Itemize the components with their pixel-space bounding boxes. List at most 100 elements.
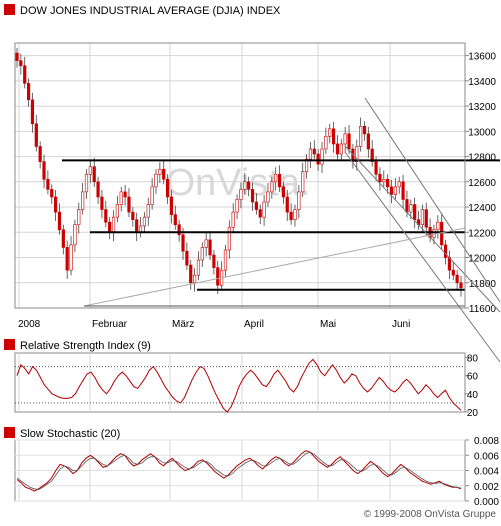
trend-channel-lower (344, 151, 501, 363)
copyright-text: © 1999-2008 OnVista Gruppe (364, 509, 497, 520)
price-candle-body (216, 267, 220, 286)
price-plot-frame (14, 42, 466, 309)
price-candle-body (281, 186, 286, 198)
price-y-tick-label: 11600 (469, 304, 497, 315)
price-candle-body (308, 148, 313, 160)
price-candle-body (123, 191, 127, 198)
price-y-tick-label: 13000 (468, 127, 496, 138)
month-label: Mai (320, 319, 336, 330)
price-candle-body (131, 211, 135, 220)
stochastic-line-k (16, 450, 462, 492)
price-candle-body (335, 143, 340, 155)
price-y-tick-label: 12400 (468, 203, 496, 214)
price-candle-body (266, 191, 270, 203)
price-y-ticks: 11600 11800 12000 12200 12400 12600 12800 13000… (465, 52, 496, 315)
price-candle-body (304, 158, 309, 173)
rsi-y-tick-label: 80 (467, 354, 479, 365)
price-candle-body (247, 181, 251, 190)
price-candle-body (277, 173, 282, 188)
rsi-panel: Relative Strength Index (9) 20 40 60 80 (4, 339, 478, 419)
price-x-labels: 2008 Februar März April Mai Juni (18, 319, 410, 330)
rsi-y-ticks: 20 40 60 80 (465, 354, 478, 419)
price-candle-body (77, 209, 81, 226)
price-candle-body (355, 146, 359, 162)
stochastic-line-d (16, 451, 462, 491)
rsi-y-tick-label: 40 (467, 390, 479, 401)
price-candle-body (409, 204, 413, 213)
stochastic-y-ticks: 0.000 0.002 0.004 0.006 0.008 (465, 436, 499, 508)
legend-swatch-price (4, 4, 15, 15)
legend-swatch-stochastic (4, 427, 15, 438)
price-candle-body (324, 136, 328, 150)
price-y-tick-label: 12800 (468, 153, 496, 164)
price-candle-body (57, 211, 62, 231)
price-candle-body (366, 133, 370, 150)
month-label: 2008 (18, 319, 41, 330)
price-candle-body (104, 209, 108, 223)
month-label: Juni (392, 319, 410, 330)
price-candle-body (42, 161, 46, 180)
stochastic-y-tick-label: 0.000 (474, 497, 499, 508)
price-candle-body (81, 191, 85, 210)
price-candle-body (146, 204, 150, 218)
price-candle-body (84, 173, 89, 193)
price-candle-body (274, 173, 278, 183)
price-candle-body (254, 201, 258, 210)
price-candle-body (393, 186, 397, 195)
price-trend-lines (62, 97, 501, 363)
stochastic-y-tick-label: 0.008 (474, 436, 499, 447)
price-chart-title: DOW JONES INDUSTRIAL AVERAGE (DJIA) INDE… (20, 5, 281, 17)
price-candle-body (158, 168, 162, 175)
price-candle-body (50, 189, 54, 198)
price-candle-body (347, 133, 351, 150)
rsi-title: Relative Strength Index (9) (20, 340, 151, 352)
price-candle-body (223, 249, 228, 271)
price-candle-body (19, 60, 23, 67)
price-candle-body (208, 239, 212, 256)
price-candle-body (451, 269, 455, 276)
price-candle-body (119, 191, 123, 205)
price-y-tick-label: 13600 (468, 52, 496, 63)
price-candle-body (328, 128, 332, 137)
price-candle-body (413, 204, 417, 220)
month-label: April (244, 319, 264, 330)
price-candle-body (34, 123, 38, 147)
price-candle-body (173, 214, 177, 226)
price-candle-body (459, 282, 463, 289)
price-candle-body (135, 219, 139, 233)
price-candle-body (108, 221, 112, 233)
price-candle-body (177, 224, 181, 236)
legend-swatch-rsi (4, 339, 15, 350)
price-candle-body (440, 221, 444, 246)
price-y-tick-label: 12600 (468, 178, 496, 189)
price-candle-body (69, 244, 73, 271)
price-candle-body (212, 254, 216, 268)
price-candle-body (285, 196, 289, 213)
price-candle-body (196, 259, 201, 276)
price-candle-body (165, 178, 170, 198)
price-candle-body (258, 209, 262, 218)
price-candle-body (312, 148, 316, 155)
price-candle-body (181, 234, 185, 252)
price-candle-body (96, 181, 100, 198)
price-candle-body (185, 250, 189, 266)
price-candle-body (200, 247, 204, 261)
price-candle-body (420, 209, 424, 226)
price-candle-body (23, 65, 27, 84)
price-candle-body (243, 181, 247, 190)
price-candle-body (15, 52, 19, 61)
price-panel: DOW JONES INDUSTRIAL AVERAGE (DJIA) INDE… (4, 4, 501, 363)
price-y-tick-label: 11800 (469, 279, 497, 290)
price-candle-body (61, 229, 65, 248)
rsi-y-tick-label: 60 (467, 372, 479, 383)
price-candle-body (127, 196, 131, 213)
price-candles (15, 48, 463, 297)
price-candle-body (38, 146, 42, 162)
price-candle-body (73, 224, 77, 246)
price-candle-body (293, 209, 297, 220)
trend-channel-middle (344, 145, 501, 313)
price-candle-body (193, 274, 197, 284)
price-candle-body (297, 191, 301, 210)
